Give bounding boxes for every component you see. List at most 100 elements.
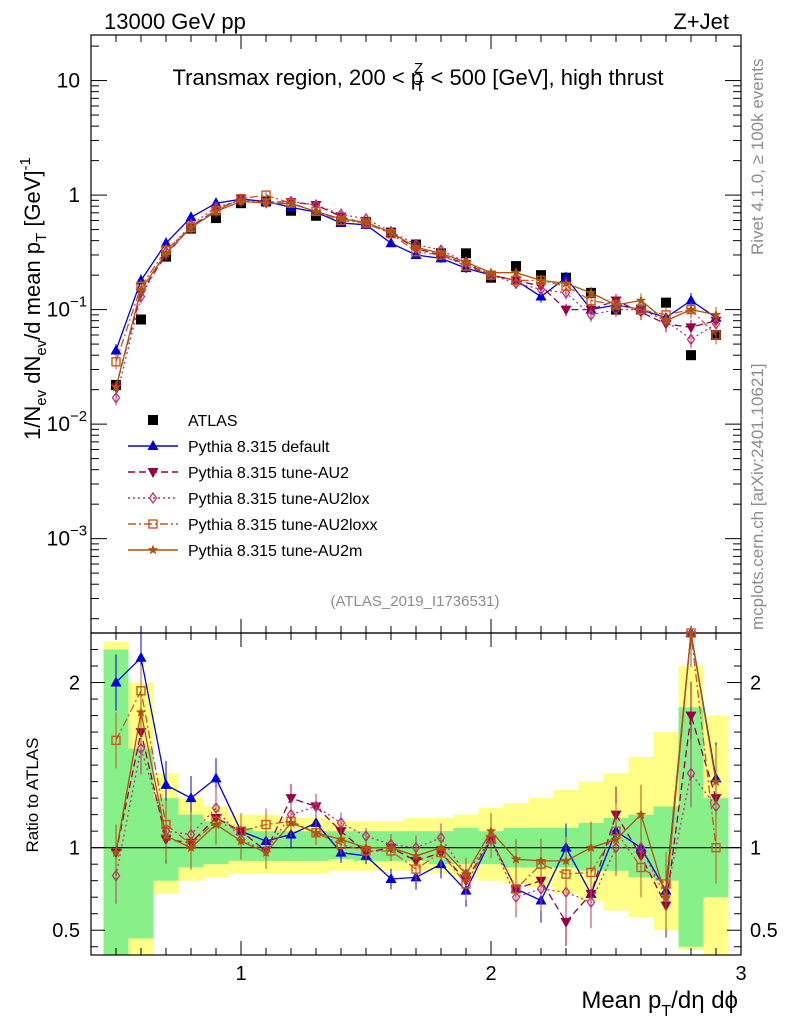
main-series-line — [115, 198, 717, 351]
main-series-4 — [111, 190, 721, 370]
main-series-line — [115, 194, 717, 363]
main-series-5 — [110, 195, 722, 395]
ratio-data-point — [686, 767, 696, 780]
ratio-data-point — [410, 850, 422, 861]
main-panel-series — [110, 190, 722, 406]
legend-marker — [148, 519, 158, 529]
main-data-point — [335, 213, 347, 224]
legend-marker — [147, 468, 159, 478]
main-data-point — [560, 277, 572, 288]
main-data-point — [160, 237, 172, 248]
legend-marker — [148, 415, 158, 425]
main-data-point — [410, 241, 422, 252]
ratio-panel-axes: 1 2 3 2 2 1 1 0.5 0.5 — [52, 35, 778, 985]
main-data-point — [435, 247, 447, 258]
main-data-point — [110, 381, 122, 392]
main-data-point — [660, 315, 672, 326]
ratio-y-tick-label-right: 1 — [750, 838, 761, 860]
ratio-series-4 — [110, 627, 722, 930]
main-data-point — [160, 247, 172, 258]
ylabel-part-d: [GeV] — [20, 170, 45, 232]
main-data-point — [211, 213, 221, 224]
ylabel-sub-a: ev — [33, 389, 50, 405]
green-band-bin — [128, 748, 154, 939]
main-data-point — [560, 271, 572, 282]
ratio-data-point — [485, 825, 497, 836]
ratio-data-point — [711, 842, 721, 853]
main-data-point — [710, 309, 722, 320]
ratio-data-point — [285, 794, 297, 805]
ratio-data-point — [335, 833, 347, 844]
x-axis-label: Mean pT/dη dϕ — [581, 987, 738, 1020]
ratio-data-point — [685, 627, 697, 638]
process-label: Z+Jet — [673, 9, 729, 34]
title-sub: T — [415, 78, 424, 95]
main-data-point — [136, 314, 146, 325]
ratio-data-point — [560, 855, 572, 866]
main-ylabel: 1/Nev dNev/d mean pT [GeV]-1 — [17, 157, 50, 440]
legend-marker — [147, 440, 159, 450]
main-data-point — [535, 274, 547, 285]
ratio-data-point — [710, 776, 722, 787]
title-sup: Z — [414, 60, 423, 77]
ratio-panel-series — [110, 627, 722, 947]
main-y-tick-label: 1 — [68, 184, 80, 207]
main-data-point — [485, 267, 497, 278]
ratio-data-point — [385, 873, 397, 884]
ratio-data-point — [560, 917, 572, 928]
main-data-point — [385, 237, 397, 248]
ratio-data-point — [111, 735, 121, 746]
ratio-data-point — [185, 842, 197, 853]
ylabel-part-a: 1/N — [20, 406, 45, 440]
ratio-y-tick-label-right: 0.5 — [750, 920, 778, 942]
main-series-line — [115, 199, 717, 398]
x-tick-label: 1 — [235, 963, 246, 985]
legend-label: Pythia 8.315 tune-AU2loxx — [188, 517, 377, 534]
rivet-label: Rivet 4.1.0, ≥ 100k events — [748, 59, 767, 255]
main-data-point — [661, 297, 671, 308]
ratio-y-tick-label: 0.5 — [52, 920, 80, 942]
legend-entry: Pythia 8.315 tune-AU2m — [128, 543, 362, 560]
main-data-point — [685, 304, 697, 315]
energy-label: 13000 GeV pp — [104, 9, 246, 34]
main-data-point — [185, 222, 197, 233]
ratio-data-point — [235, 835, 247, 846]
ratio-data-point — [135, 706, 147, 717]
main-y-tick-exponent: −1 — [70, 294, 87, 311]
main-data-point — [285, 198, 297, 209]
main-data-point — [685, 323, 697, 334]
main-y-tick-exponent: −2 — [70, 408, 87, 425]
main-data-point — [210, 205, 222, 216]
main-title: Transmax region, 200 < pZ T < 500 [GeV], … — [173, 60, 664, 95]
ratio-data-point — [160, 778, 172, 789]
main-data-point — [461, 248, 471, 259]
main-data-point — [260, 197, 272, 208]
main-data-point — [111, 357, 121, 367]
main-series-3 — [111, 194, 721, 406]
ylabel-part-c: /d mean p — [20, 242, 45, 340]
main-data-point — [360, 216, 372, 227]
main-data-point — [610, 299, 622, 310]
ratio-data-point — [260, 847, 272, 858]
x-tick-label: 3 — [735, 963, 746, 985]
main-data-point — [510, 267, 522, 278]
ratio-data-point — [511, 884, 521, 894]
ratio-data-point — [135, 651, 147, 662]
main-data-point — [686, 350, 696, 361]
legend-label: Pythia 8.315 tune-AU2m — [188, 543, 362, 560]
main-data-point — [385, 227, 397, 238]
ratio-data-point — [635, 809, 647, 820]
main-series-0 — [111, 196, 721, 390]
main-data-point — [460, 256, 472, 267]
ratio-y-tick-label: 1 — [69, 838, 80, 860]
ylabel-sub-b: ev — [33, 339, 50, 355]
legend-label: Pythia 8.315 default — [188, 439, 330, 456]
ratio-data-point — [285, 817, 297, 828]
main-data-point — [310, 205, 322, 216]
ratio-data-point — [685, 711, 697, 722]
legend-entry: Pythia 8.315 tune-AU2loxx — [128, 517, 377, 534]
main-data-point — [561, 286, 571, 300]
ratio-data-point — [610, 833, 622, 844]
ratio-data-point — [336, 816, 346, 830]
ratio-data-point — [385, 842, 397, 853]
